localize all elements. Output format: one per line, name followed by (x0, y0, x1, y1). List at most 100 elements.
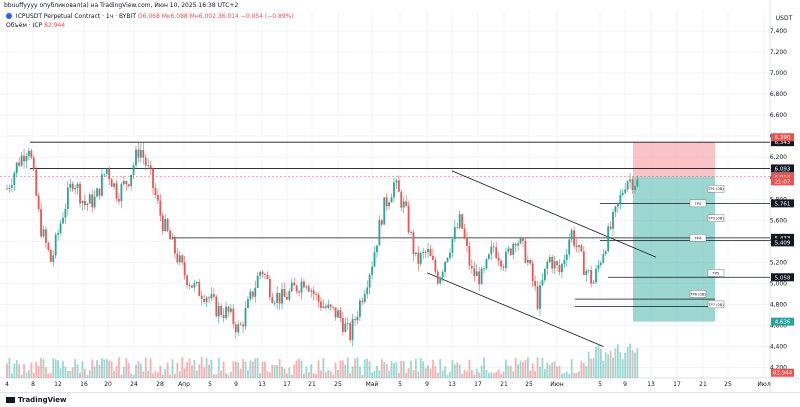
volume-bar (108, 360, 111, 378)
volume-bar (436, 372, 439, 378)
candle-body (217, 305, 220, 317)
candle-body (346, 323, 349, 324)
volume-bar (366, 358, 369, 378)
volume-bar (595, 346, 597, 378)
candle-body (244, 307, 247, 327)
candle-body (548, 256, 551, 263)
volume-value: 82.944 (44, 22, 66, 29)
volume-bar (612, 357, 614, 378)
candle-body (626, 181, 629, 190)
volume-bar (466, 371, 468, 378)
volume-bar (429, 368, 432, 378)
volume-bar (359, 366, 361, 378)
candle-body (198, 281, 201, 296)
volume-bar (37, 366, 40, 378)
candle-body (444, 261, 446, 272)
candle-body (487, 254, 490, 259)
candle-body (20, 155, 23, 166)
volume-bar (522, 362, 524, 378)
candle-body (6, 188, 8, 190)
volume-bar (363, 359, 366, 378)
volume-bar (402, 361, 405, 378)
candle-body (159, 200, 162, 216)
volume-bar (373, 370, 376, 378)
volume-bar (232, 361, 235, 378)
price-chart[interactable]: USDT7,4007,2007,0006,8006,6006,4006,2006… (0, 0, 800, 392)
y-tick-label: 4,800 (770, 301, 787, 308)
candle-body (558, 265, 561, 273)
candle-body (614, 206, 617, 213)
candle-body (402, 201, 405, 208)
volume-bar (502, 371, 505, 378)
candle-body (616, 202, 619, 207)
volume-bar (490, 372, 493, 378)
volume-bar (249, 360, 252, 378)
volume-bar (412, 370, 415, 378)
candle-body (142, 149, 145, 158)
candle-body (380, 220, 383, 225)
volume-bar (307, 372, 310, 378)
price-axis-tag: 6,390 (775, 135, 791, 141)
candle-body (59, 223, 62, 234)
candle-body (315, 294, 317, 296)
candle-body (480, 268, 483, 285)
volume-bar (361, 374, 364, 378)
volume-bar (346, 357, 349, 378)
volume-bar (553, 361, 556, 378)
volume-legend: Объём · ICP 82.944 (6, 21, 65, 30)
candle-body (181, 255, 184, 263)
volume-bar (210, 359, 213, 378)
volume-bar (59, 368, 62, 378)
candle-body (178, 255, 181, 263)
volume-bar (183, 368, 186, 378)
candle-body (376, 245, 378, 253)
candle-body (580, 245, 583, 252)
candle-body (239, 324, 242, 326)
volume-bar (380, 359, 383, 378)
volume-bar (453, 364, 456, 378)
candle-body (273, 302, 276, 304)
candle-body (383, 197, 386, 225)
volume-bar (626, 347, 629, 378)
volume-bar (512, 371, 515, 378)
volume-bar (230, 371, 232, 378)
volume-bar (636, 348, 639, 378)
volume-bar (568, 374, 571, 378)
volume-bar (281, 366, 283, 378)
candle-body (135, 149, 137, 166)
candle-body (268, 278, 271, 298)
volume-bar (273, 365, 276, 378)
x-tick-label: 25 (525, 381, 533, 388)
candle-body (200, 295, 203, 299)
candle-body (366, 287, 369, 294)
price-axis-tag-box (771, 133, 794, 142)
volume-bar (32, 372, 35, 378)
volume-bar (344, 364, 347, 378)
candle-body (283, 289, 286, 297)
candle-body (154, 187, 157, 196)
candle-body (507, 248, 510, 252)
volume-bar (514, 358, 517, 378)
x-tick-label: 13 (258, 381, 266, 388)
candle-body (79, 183, 81, 204)
candle-body (393, 182, 395, 198)
volume-bar (254, 358, 257, 378)
candle-body (276, 292, 279, 303)
candle-body (266, 274, 269, 279)
logo-text: TradingView (18, 396, 67, 404)
candle-body (115, 183, 118, 199)
volume-bar (356, 357, 359, 378)
price-axis-tag-box (771, 172, 794, 181)
x-tick-label: 5 (598, 381, 602, 388)
volume-bar (212, 374, 215, 378)
candle-body (609, 226, 612, 229)
volume-bar (156, 372, 159, 378)
candle-body (531, 263, 534, 282)
candle-body (174, 236, 176, 254)
volume-bar (495, 371, 498, 378)
stop-loss-zone (633, 142, 715, 177)
candle-body (573, 230, 575, 246)
candle-body (373, 252, 376, 267)
candle-body (93, 196, 96, 208)
candle-body (541, 280, 544, 286)
